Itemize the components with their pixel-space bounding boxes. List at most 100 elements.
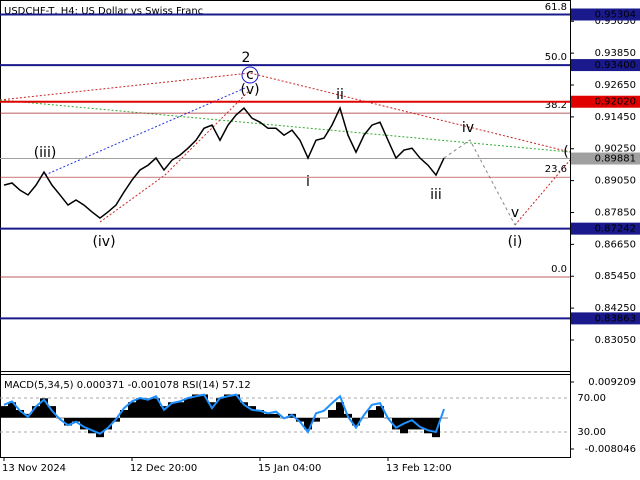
macd-bar (80, 417, 88, 430)
macd-bar (32, 406, 40, 418)
macd-bar (408, 417, 416, 430)
macd-bar (136, 398, 144, 418)
macd-bar (8, 402, 16, 418)
rsi-line (3, 393, 445, 435)
macd-bar (392, 417, 400, 430)
price-box (571, 59, 640, 72)
wave-label: (i) (508, 234, 523, 250)
macd-bar (264, 413, 272, 418)
macd-bar (0, 406, 8, 418)
x-tick-label: 12 Dec 20:00 (130, 463, 197, 474)
y-tick-label: 0.92650 (595, 80, 636, 91)
macd-bar (240, 402, 248, 418)
y2-tick-label: 70.00 (577, 393, 606, 404)
wave-label: i (306, 174, 310, 190)
macd-bar (96, 417, 104, 438)
y-tick-label: 0.90250 (595, 144, 636, 155)
macd-bar (200, 394, 208, 418)
y-tick-label: -0.008046 (585, 444, 636, 455)
macd-bar (304, 417, 312, 430)
macd-bar (104, 417, 112, 430)
x-tick-label: 15 Jan 04:00 (258, 463, 321, 474)
y2-tick-label: 30.00 (577, 427, 606, 438)
wave-label: (v) (240, 82, 259, 98)
wave-label: iii (430, 187, 442, 203)
indicator-title: MACD(5,34,5) 0.000371 -0.001078 RSI(14) … (4, 380, 251, 391)
macd-bar (232, 394, 240, 418)
macd-bar (360, 417, 368, 419)
macd-bar (248, 406, 256, 418)
wave-label: 2 (242, 50, 251, 66)
fib-label: 61.8 (545, 2, 567, 13)
y-tick-label: 0.84250 (595, 303, 636, 314)
price-label: 0.95304 (595, 10, 636, 21)
price-label: 0.89881 (595, 154, 636, 165)
fib-label: 23.6 (545, 164, 567, 175)
price-box (571, 152, 640, 165)
y-tick-label: 0.89050 (595, 176, 636, 187)
wave-label: v (511, 205, 519, 221)
macd-bar (72, 417, 80, 422)
y-tick-label: 0.91450 (595, 112, 636, 123)
wave-label: (iv) (92, 234, 115, 250)
x-tick-label: 13 Nov 2024 (2, 463, 66, 474)
y-tick-label: 0.83050 (595, 335, 636, 346)
price-label: 0.92020 (595, 97, 636, 108)
macd-bar (368, 409, 376, 418)
macd-bar (216, 398, 224, 418)
price-box (571, 312, 640, 325)
y-tick-label: 0.85450 (595, 271, 636, 282)
macd-bar (256, 409, 264, 418)
wave-label: ( (563, 144, 568, 160)
y-tick-label: 0.87850 (595, 207, 636, 218)
y-tick-label: 0.86650 (595, 239, 636, 250)
macd-bar (168, 402, 176, 418)
macd-bar (424, 417, 432, 434)
macd-bar (192, 394, 200, 418)
macd-bar (152, 398, 160, 418)
price-label: 0.83863 (595, 313, 636, 324)
y-tick-label: 0.009209 (588, 377, 636, 388)
y-tick-label: 0.93850 (595, 48, 636, 59)
wave-circle (241, 66, 259, 84)
wave-label: iv (462, 120, 474, 136)
macd-bar (328, 409, 336, 418)
macd-bar (224, 394, 232, 418)
macd-bar (296, 417, 304, 422)
macd-bar (400, 417, 408, 434)
forecast-line (443, 139, 516, 226)
macd-bar (184, 398, 192, 418)
macd-bar (88, 417, 96, 434)
price-box (571, 222, 640, 235)
price-label: 0.87242 (595, 224, 636, 235)
price-box (571, 95, 640, 108)
price-box (571, 8, 640, 21)
macd-bar (416, 417, 424, 430)
macd-bar (432, 417, 440, 438)
fib-label: 50.0 (545, 52, 567, 63)
macd-bar (376, 406, 384, 418)
x-tick-label: 13 Feb 12:00 (386, 463, 452, 474)
wave-label: (iii) (34, 145, 57, 161)
chart-title: USDCHF-T, H4: US Dollar vs Swiss Franc (4, 6, 203, 17)
trend-line (0, 99, 571, 153)
macd-bar (120, 409, 128, 418)
fib-label: 38.2 (545, 100, 567, 111)
macd-bar (128, 402, 136, 418)
macd-bar (440, 417, 448, 419)
macd-bar (208, 402, 216, 418)
wave-label: ii (336, 87, 344, 103)
macd-bar (352, 417, 360, 426)
macd-bar (336, 402, 344, 418)
macd-bar (16, 409, 24, 418)
y-tick-label: 0.95050 (595, 16, 636, 27)
price-line (3, 106, 445, 220)
macd-bar (272, 413, 280, 418)
macd-bar (40, 398, 48, 418)
macd-bar (320, 417, 328, 419)
macd-bar (312, 417, 320, 422)
macd-bar (64, 417, 72, 426)
